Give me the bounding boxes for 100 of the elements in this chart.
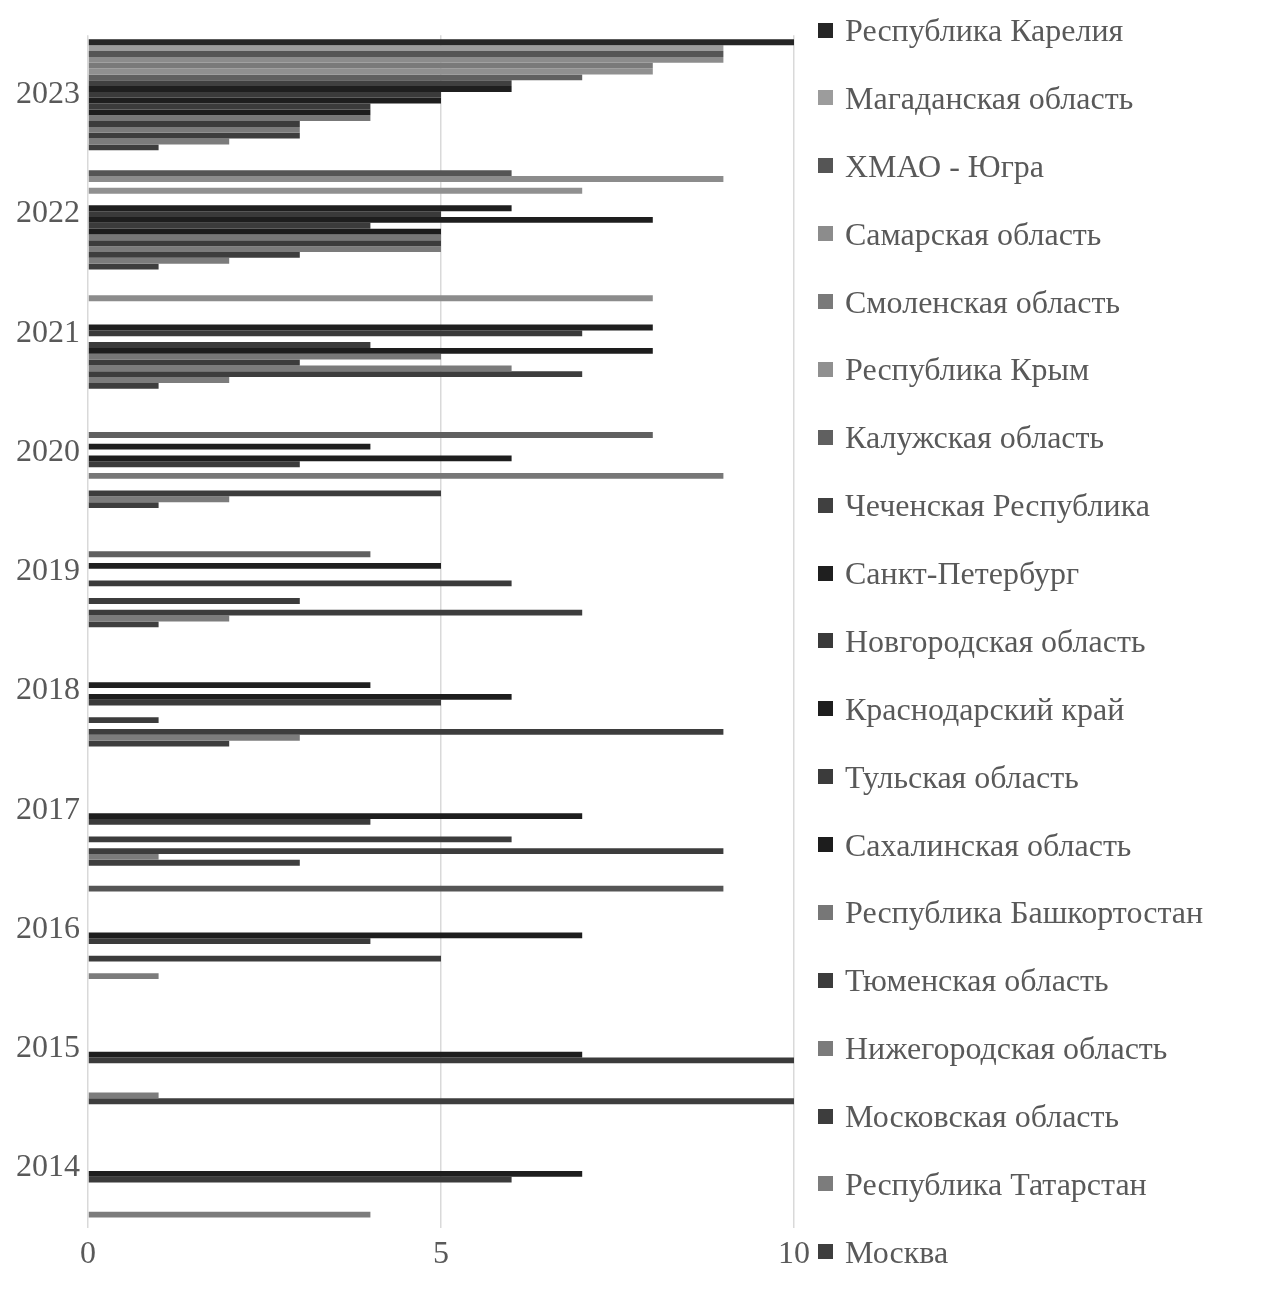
legend-label: Калужская область <box>845 418 1105 458</box>
bar <box>88 728 724 735</box>
legend-label: Тульская область <box>845 757 1079 797</box>
legend-label: Республика Башкортостан <box>845 893 1204 933</box>
bar <box>88 598 300 604</box>
bar <box>88 347 653 354</box>
bar <box>88 62 653 69</box>
legend-label: Санкт-Петербург <box>845 554 1080 593</box>
bar <box>88 1170 583 1177</box>
bar <box>88 1176 512 1183</box>
bar <box>88 609 583 616</box>
bar <box>88 1211 371 1218</box>
x-tick-label: 5 <box>433 1234 449 1271</box>
bar <box>88 205 512 212</box>
bar <box>88 848 724 855</box>
bar <box>88 353 441 360</box>
legend-label: Московская область <box>845 1097 1120 1136</box>
bar <box>88 330 583 337</box>
bar <box>88 443 371 450</box>
bar <box>88 240 441 247</box>
bar <box>88 461 300 468</box>
bar <box>88 1098 794 1105</box>
legend-label: Чеченская Республика <box>845 486 1150 526</box>
bar <box>88 365 512 372</box>
y-tick-label: 2016 <box>16 908 80 945</box>
y-tick-label: 2021 <box>16 312 80 349</box>
bar <box>88 955 441 962</box>
bar <box>88 938 371 945</box>
bar <box>88 257 230 264</box>
bar <box>88 342 371 348</box>
legend-label: Республика Татарстан <box>845 1164 1147 1204</box>
bar <box>88 699 441 706</box>
bar <box>88 455 512 462</box>
bar <box>88 371 583 378</box>
y-tick-label: 2014 <box>16 1147 80 1184</box>
bar <box>88 1057 794 1064</box>
bar <box>88 885 724 892</box>
y-tick-label: 2017 <box>16 789 80 826</box>
legend-label: ХМАО - Югра <box>845 146 1045 186</box>
y-tick-label: 2020 <box>16 431 80 468</box>
legend-label: Сахалинская область <box>845 825 1132 865</box>
bar <box>88 74 583 81</box>
legend-label: Нижегородская область <box>845 1029 1168 1069</box>
x-tick-label: 0 <box>80 1234 96 1271</box>
bar <box>88 86 512 92</box>
bar <box>88 252 300 258</box>
legend-label: Республика Крым <box>845 350 1090 390</box>
bar <box>88 432 653 438</box>
bar <box>88 216 653 223</box>
y-tick-label: 2019 <box>16 551 80 588</box>
x-tick-label: 10 <box>778 1234 810 1271</box>
bar <box>88 502 159 508</box>
y-tick-label: 2015 <box>16 1028 80 1065</box>
bar <box>88 234 441 241</box>
bar <box>88 859 300 866</box>
bar <box>88 132 300 139</box>
bar <box>88 734 300 741</box>
legend-label: Республика Карелия <box>845 11 1124 50</box>
bar <box>88 693 512 700</box>
bar <box>88 263 159 270</box>
bar <box>88 496 230 503</box>
bar <box>88 382 159 389</box>
bar <box>88 39 794 46</box>
bar <box>88 563 441 569</box>
legend-label: Новгородская область <box>845 621 1146 661</box>
bar <box>88 295 653 302</box>
y-tick-label: 2022 <box>16 193 80 230</box>
bar <box>88 45 724 52</box>
bar <box>88 717 159 724</box>
bar <box>88 819 371 825</box>
bar <box>88 97 441 104</box>
bar <box>88 170 512 177</box>
bar <box>88 973 159 980</box>
bar <box>88 551 371 558</box>
bar <box>88 246 441 252</box>
bar <box>88 109 371 116</box>
bar <box>88 932 583 939</box>
legend-label: Москва <box>845 1232 949 1272</box>
legend-label: Смоленская область <box>845 282 1121 322</box>
legend-label: Самарская область <box>845 214 1102 254</box>
bar <box>88 176 724 182</box>
bar <box>88 56 724 63</box>
y-tick-label: 2023 <box>16 74 80 111</box>
legend-label: Краснодарский край <box>845 689 1125 729</box>
bar <box>88 187 583 194</box>
bar <box>88 472 724 479</box>
bar <box>88 621 159 628</box>
bar <box>88 490 441 497</box>
bar <box>88 121 300 127</box>
bar <box>88 91 441 98</box>
bar <box>88 115 371 122</box>
bar <box>88 222 371 229</box>
legend-label: Тюменская область <box>845 961 1109 1001</box>
bar <box>88 144 159 151</box>
bar <box>88 813 583 820</box>
bar <box>88 51 724 57</box>
bar <box>88 80 512 87</box>
legend-label: Магаданская область <box>845 78 1134 118</box>
bar <box>88 854 159 860</box>
bar <box>88 126 300 133</box>
